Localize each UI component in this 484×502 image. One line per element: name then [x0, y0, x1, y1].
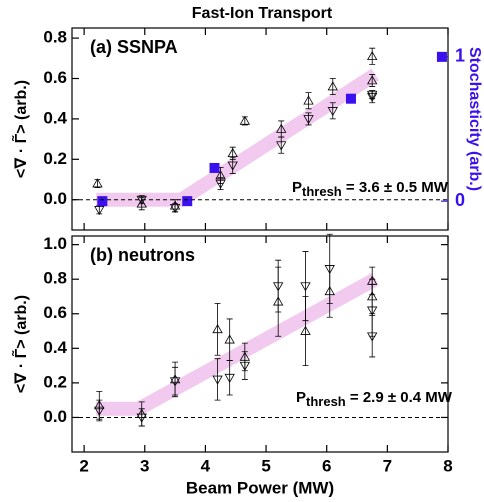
y-tick-label: 0.4	[43, 108, 67, 127]
triangle-up-marker	[276, 123, 287, 133]
triangle-up-marker	[303, 95, 314, 105]
fit-band	[96, 68, 380, 207]
triangle-down-marker	[300, 282, 311, 292]
triangle-down-marker	[224, 373, 235, 384]
figure-title: Fast-Ion Transport	[192, 5, 333, 22]
triangle-up-marker	[367, 75, 378, 85]
error-bar	[241, 351, 248, 380]
y-tick-label: 0.6	[43, 68, 67, 87]
y2-tick-label: 1	[455, 46, 465, 66]
annotation-main: P	[296, 389, 306, 406]
plot-frame	[71, 27, 449, 231]
error-bar	[302, 251, 309, 322]
triangle-down-marker	[324, 265, 335, 275]
x-tick-label: 4	[201, 456, 211, 475]
y-axis-label: <∇ · Γ̃> (arb.)	[10, 295, 30, 393]
triangle-up-marker	[300, 325, 311, 335]
square-marker	[209, 162, 220, 173]
y-axis-label: <∇ · Γ̃> (arb.)	[10, 80, 30, 178]
triangle-down-marker	[303, 115, 314, 125]
annotation-rest: = 3.6 ± 0.5 MW	[342, 179, 449, 196]
square-marker	[345, 93, 356, 104]
x-tick-label: 5	[261, 456, 270, 475]
error-bar	[96, 399, 103, 422]
x-tick-label: 2	[79, 456, 88, 475]
square-marker	[182, 196, 193, 207]
y2-tick-label: 0	[455, 190, 465, 210]
error-bar	[241, 116, 248, 126]
error-bar	[96, 205, 103, 215]
threshold-annotation: Pthresh = 3.6 ± 0.5 MW	[292, 179, 449, 199]
triangle-down-marker	[94, 406, 105, 416]
triangle-up-marker	[327, 81, 338, 91]
triangle-down-marker	[136, 413, 147, 423]
error-bar	[226, 360, 233, 396]
annotation-main: P	[292, 179, 302, 196]
threshold-annotation: Pthresh = 2.9 ± 0.4 MW	[296, 389, 453, 409]
triangle-down-marker	[239, 361, 251, 371]
triangle-down-marker	[367, 306, 378, 316]
y-tick-label: 0.6	[43, 303, 67, 322]
error-bar	[369, 315, 376, 358]
annotation-sub: thresh	[306, 394, 346, 409]
error-bar	[214, 302, 221, 356]
error-bar	[369, 47, 376, 65]
error-bar	[138, 408, 145, 427]
triangle-down-marker	[273, 282, 284, 292]
panel-label: (b) neutrons	[90, 245, 195, 265]
square-marker	[97, 196, 108, 207]
y-tick-label: 0.8	[43, 269, 67, 288]
error-bar	[329, 78, 336, 96]
triangle-down-marker	[94, 206, 105, 216]
triangle-up-marker	[212, 324, 223, 334]
triangle-down-marker	[215, 179, 226, 189]
triangle-down-marker	[327, 107, 338, 117]
triangle-down-marker	[276, 141, 287, 151]
error-bar	[94, 179, 101, 188]
triangle-down-marker	[169, 377, 181, 387]
y-tick-label: 0.2	[43, 149, 67, 168]
x-tick-label: 7	[383, 456, 392, 475]
error-bar	[326, 233, 333, 304]
y-tick-label: 0.2	[43, 372, 67, 391]
error-bar	[329, 102, 336, 120]
panel-label: (a) SSNPA	[90, 37, 178, 57]
triangle-down-marker	[367, 90, 378, 100]
triangle-up-marker	[227, 147, 238, 158]
y-tick-label: 0.0	[43, 407, 67, 426]
error-bar	[305, 92, 312, 110]
y-tick-label: 0.4	[43, 338, 67, 357]
y2-axis-label: Stochasticity (arb.)	[466, 47, 483, 191]
y-tick-label: 0.8	[43, 28, 67, 47]
x-tick-label: 3	[140, 456, 149, 475]
error-bar	[229, 156, 236, 174]
triangle-down-marker	[367, 332, 378, 342]
error-bar	[214, 358, 221, 401]
error-bar	[172, 366, 179, 396]
triangle-down-marker	[136, 195, 147, 206]
annotation-sub: thresh	[302, 184, 342, 199]
x-tick-label: 8	[443, 456, 452, 475]
triangle-down-marker	[227, 161, 238, 171]
triangle-down-marker	[169, 204, 181, 214]
annotation-rest: = 2.9 ± 0.4 MW	[346, 389, 453, 406]
y-tick-label: 0.0	[43, 189, 67, 208]
x-axis-label: Beam Power (MW)	[186, 478, 334, 497]
triangle-up-marker	[92, 178, 103, 188]
triangle-up-marker	[239, 115, 251, 125]
plot-frame	[71, 235, 449, 453]
fit-band	[96, 273, 379, 416]
error-bar	[275, 259, 282, 313]
triangle-down-marker	[212, 375, 223, 385]
y-tick-label: 1.0	[43, 234, 67, 253]
error-bar	[278, 136, 285, 154]
triangle-up-marker	[367, 50, 378, 61]
triangle-up-marker	[224, 334, 235, 344]
triangle-up-marker	[136, 198, 147, 208]
x-tick-label: 6	[322, 456, 331, 475]
